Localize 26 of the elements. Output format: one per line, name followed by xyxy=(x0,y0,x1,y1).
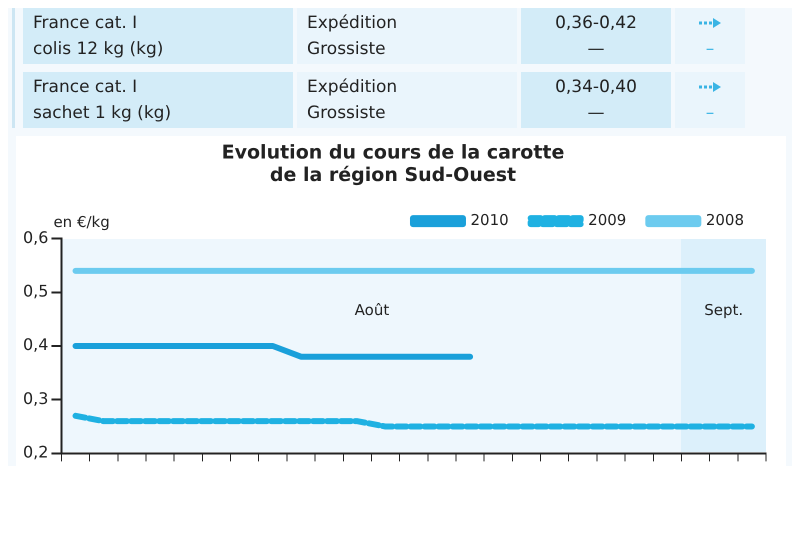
text: France cat. I xyxy=(33,12,138,35)
y-tick-label: 0,5 xyxy=(22,281,48,300)
annotation: Août xyxy=(354,300,390,319)
text: – xyxy=(704,38,716,61)
y-tick-label: 0,2 xyxy=(22,442,48,462)
y-tick-label: 0,4 xyxy=(22,335,48,354)
text: Expédition xyxy=(307,12,398,35)
text: France cat. I xyxy=(33,76,138,99)
legend-label: 2009 xyxy=(588,210,626,229)
y-tick-label: 0,6 xyxy=(22,228,48,247)
text: 0,34-0,40 xyxy=(554,76,638,99)
text: — xyxy=(586,38,606,61)
y-tick-label: 0,3 xyxy=(22,388,48,408)
text: Grossiste xyxy=(307,102,387,125)
legend-label: 2008 xyxy=(706,210,744,229)
text: – xyxy=(704,102,716,125)
y-axis-title: en €/kg xyxy=(53,212,110,231)
text: 0,36-0,42 xyxy=(554,12,638,35)
text: sachet 1 kg (kg) xyxy=(33,102,172,125)
chart-title: Evolution du cours de la carotte de la région Sud-Ouest xyxy=(222,141,564,186)
text: colis 12 kg (kg) xyxy=(33,38,164,61)
text: Expédition xyxy=(307,76,398,99)
annotation: Sept. xyxy=(704,300,744,319)
text: — xyxy=(586,102,606,125)
text: Grossiste xyxy=(307,38,387,61)
legend-label: 2010 xyxy=(470,210,509,229)
